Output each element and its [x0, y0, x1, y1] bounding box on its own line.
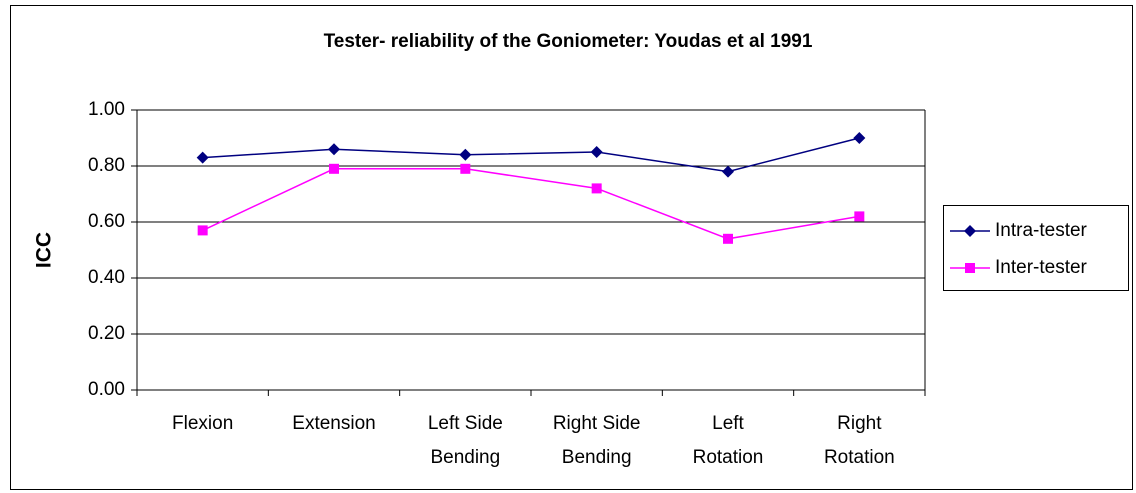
series-line — [202, 137, 860, 173]
legend-marker — [965, 263, 975, 273]
series-line — [202, 168, 860, 240]
y-tick-label: 0.80 — [88, 155, 125, 176]
data-point — [459, 148, 472, 161]
chart-title: Tester- reliability of the Goniometer: Y… — [324, 31, 813, 52]
data-point — [723, 233, 733, 244]
data-point — [328, 143, 340, 156]
x-tick-label: Rotation — [693, 447, 764, 468]
data-point — [196, 151, 209, 164]
x-tick-label: Right — [837, 413, 882, 434]
data-point — [853, 132, 866, 144]
y-tick-label: 1.00 — [88, 99, 125, 120]
data-point — [722, 165, 734, 178]
y-axis-label: ICC — [33, 232, 56, 268]
legend-label: Inter-tester — [995, 257, 1088, 278]
y-tick-label: 0.60 — [88, 211, 125, 232]
x-tick-label: Extension — [292, 413, 375, 434]
data-point — [590, 146, 603, 158]
legend-box — [943, 205, 1129, 291]
data-point — [591, 183, 602, 194]
y-tick-label: 0.00 — [88, 379, 125, 400]
x-tick-label: Bending — [562, 447, 632, 468]
y-tick-label: 0.40 — [88, 267, 125, 288]
x-tick-label: Left Side — [428, 413, 503, 434]
x-tick-label: Rotation — [824, 447, 895, 468]
x-tick-label: Flexion — [172, 413, 233, 434]
legend-marker — [964, 225, 976, 237]
data-point — [197, 225, 208, 236]
y-tick-label: 0.20 — [88, 323, 125, 344]
x-tick-label: Right Side — [553, 413, 641, 434]
data-point — [460, 163, 471, 174]
legend-label: Intra-tester — [995, 220, 1088, 241]
x-tick-label: Left — [712, 413, 744, 434]
data-point — [329, 163, 339, 174]
data-point — [854, 211, 865, 222]
x-tick-label: Bending — [430, 447, 500, 468]
